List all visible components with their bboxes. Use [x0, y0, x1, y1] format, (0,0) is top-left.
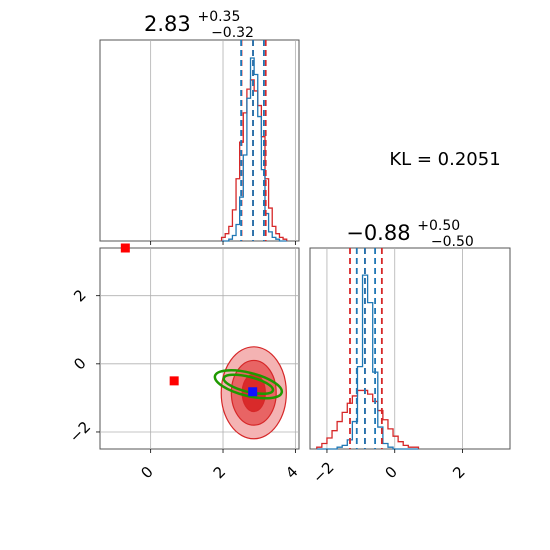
histogram-series	[220, 79, 288, 241]
panel-y-marginal: −2 0 2 −0.88 +0.50 −0.50	[309, 211, 511, 487]
x-tick-label: 2	[449, 463, 468, 482]
confidence-ellipse	[213, 369, 284, 400]
kl-annotation: KL = 0.2051	[389, 149, 500, 170]
title-upper: +0.50	[417, 218, 460, 234]
title-median: −0.88	[346, 221, 410, 245]
panel-y-frame	[309, 247, 511, 450]
y-tick-label: 2	[70, 286, 89, 305]
y-tick-label: 0	[70, 354, 89, 373]
title-lower: −0.50	[431, 234, 474, 250]
panel-x-title: 2.83 +0.35 −0.32	[144, 2, 254, 41]
panel-y-title: −0.88 +0.50 −0.50	[346, 211, 474, 250]
panel-x-frame	[99, 39, 300, 242]
y-tick-label: −2	[66, 418, 94, 446]
histogram-series	[316, 274, 419, 450]
x-tick-label: 2	[210, 463, 229, 482]
title-upper: +0.35	[197, 9, 240, 25]
x-tick-label: 0	[137, 463, 156, 482]
title-median: 2.83	[144, 12, 191, 36]
histogram-series	[221, 57, 287, 242]
x-tick-label: −2	[309, 458, 337, 486]
confidence-ellipse	[222, 373, 275, 396]
x-tick-label: 4	[282, 463, 301, 482]
square-marker	[248, 387, 258, 397]
x-tick-label: 0	[381, 463, 400, 482]
square-marker	[120, 243, 130, 253]
panel-joint: 0 2 4 −2 0 2	[66, 243, 302, 482]
square-marker	[169, 376, 179, 386]
title-lower: −0.32	[211, 25, 254, 41]
panel-x-marginal: 2.83 +0.35 −0.32	[99, 2, 300, 245]
histogram-series	[316, 389, 420, 449]
